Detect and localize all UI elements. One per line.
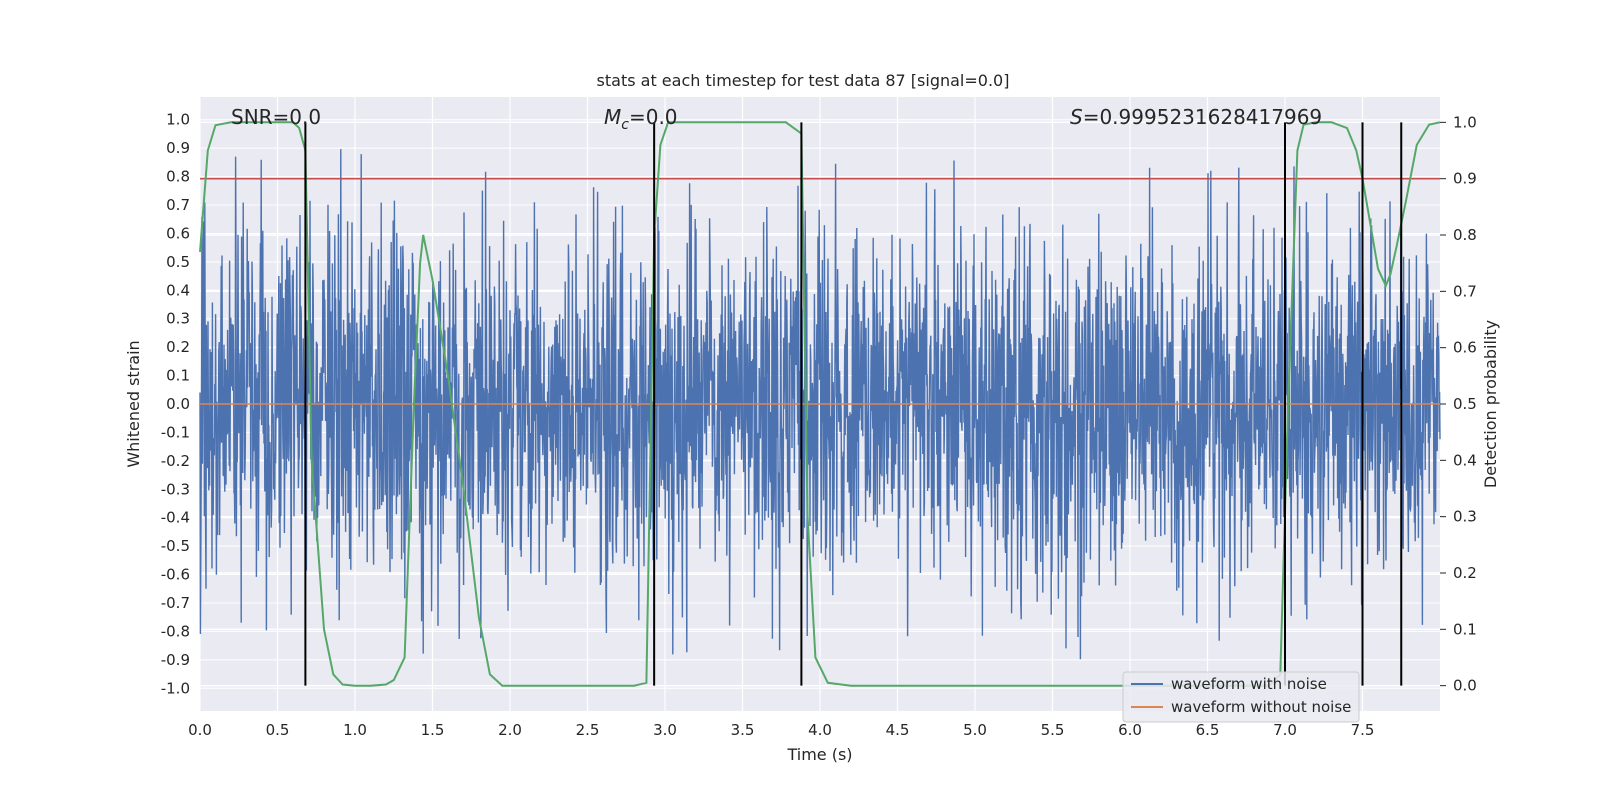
vertical-markers <box>304 122 1403 686</box>
y-axis-left-label: Whitened strain <box>124 340 143 467</box>
y-axis-right-ticks: 0.0 0.1 0.2 0.3 0.4 0.5 0.6 0.7 0.8 0.9 1.0 <box>1440 113 1477 695</box>
x-tick-label: 4.5 <box>886 721 910 739</box>
score-annotation: S=0.9995231628417969 <box>1070 105 1322 129</box>
y-tick-label-right: 0.7 <box>1453 282 1477 300</box>
y-tick-label-left: 0.4 <box>166 281 190 299</box>
y-tick-label-right: 0.0 <box>1453 677 1477 695</box>
x-axis-ticks: 0.0 0.5 1.0 1.5 2.0 2.5 3.0 3.5 4.0 4.5 5.0 5.5 6.0 6… <box>188 721 1374 739</box>
y-tick-label-left: 0.3 <box>166 310 190 328</box>
y-tick-label-right: 0.3 <box>1453 508 1477 526</box>
score-symbol: S <box>1070 105 1083 129</box>
y-axis-left-ticks: -1.0 -0.9 -0.8 -0.7 -0.6 -0.5 -0.4 -0.3 -0.2 -0.1… <box>161 111 190 698</box>
y-tick-label-left: -1.0 <box>161 679 190 697</box>
chirp-mass-subscript: c <box>621 117 629 133</box>
y-tick-label-left: 0.5 <box>166 253 190 271</box>
y-tick-label-left: 0.6 <box>166 224 190 242</box>
x-tick-label: 7.5 <box>1351 721 1375 739</box>
chirp-mass-annotation: Mc=0.0 <box>604 105 678 133</box>
y-tick-label-left: 0.8 <box>166 168 190 186</box>
legend-label-noise: waveform with noise <box>1171 675 1327 693</box>
x-tick-label: 5.5 <box>1041 721 1065 739</box>
x-tick-label: 2.5 <box>576 721 600 739</box>
y-tick-label-left: -0.6 <box>161 566 190 584</box>
x-tick-label: 1.0 <box>343 721 367 739</box>
y-tick-label-right: 0.9 <box>1453 170 1477 188</box>
x-tick-label: 4.0 <box>808 721 832 739</box>
y-tick-label-left: 0.0 <box>166 395 190 413</box>
x-tick-label: 6.0 <box>1118 721 1142 739</box>
legend-box <box>1122 671 1360 723</box>
y-tick-label-left: 0.1 <box>166 367 190 385</box>
x-tick-label: 0.0 <box>188 721 212 739</box>
y-tick-label-right: 1.0 <box>1453 113 1477 131</box>
x-tick-label: 0.5 <box>266 721 290 739</box>
y-tick-label-left: -0.7 <box>161 594 190 612</box>
y-tick-label-right: 0.4 <box>1453 451 1477 469</box>
legend-label-clean: waveform without noise <box>1171 698 1351 716</box>
snr-annotation: SNR=0.0 <box>231 105 321 129</box>
y-tick-label-right: 0.5 <box>1453 395 1477 413</box>
y-tick-label-left: 0.2 <box>166 338 190 356</box>
x-tick-label: 2.0 <box>498 721 522 739</box>
y-tick-label-left: -0.1 <box>161 423 190 441</box>
y-tick-label-left: -0.4 <box>161 509 190 527</box>
y-tick-label-left: -0.5 <box>161 537 190 555</box>
noise-trace <box>199 149 1441 660</box>
score-value: =0.9995231628417969 <box>1083 105 1322 129</box>
y-tick-label-left: 0.9 <box>166 139 190 157</box>
y-tick-label-right: 0.1 <box>1453 620 1477 638</box>
x-tick-label: 1.5 <box>421 721 445 739</box>
y-tick-label-left: -0.2 <box>161 452 190 470</box>
x-tick-label: 6.5 <box>1196 721 1220 739</box>
y-tick-label-left: 1.0 <box>166 111 190 129</box>
y-tick-label-right: 0.6 <box>1453 339 1477 357</box>
y-tick-label-left: -0.3 <box>161 480 190 498</box>
x-tick-label: 3.0 <box>653 721 677 739</box>
legend: waveform with noise waveform without noi… <box>1122 671 1360 723</box>
chart-title: stats at each timestep for test data 87 … <box>597 71 1010 90</box>
y-tick-label-left: -0.8 <box>161 622 190 640</box>
y-axis-right-label: Detection probability <box>1481 320 1500 488</box>
x-tick-label: 5.0 <box>963 721 987 739</box>
x-tick-label: 7.0 <box>1273 721 1297 739</box>
y-tick-label-left: 0.7 <box>166 196 190 214</box>
series-waveform-with-noise <box>199 149 1441 660</box>
y-tick-label-right: 0.2 <box>1453 564 1477 582</box>
x-tick-label: 3.5 <box>731 721 755 739</box>
x-axis-label: Time (s) <box>786 745 852 764</box>
chirp-mass-value: =0.0 <box>629 105 678 129</box>
chirp-mass-symbol: M <box>604 105 621 129</box>
y-tick-label-right: 0.8 <box>1453 226 1477 244</box>
y-tick-label-left: -0.9 <box>161 651 190 669</box>
